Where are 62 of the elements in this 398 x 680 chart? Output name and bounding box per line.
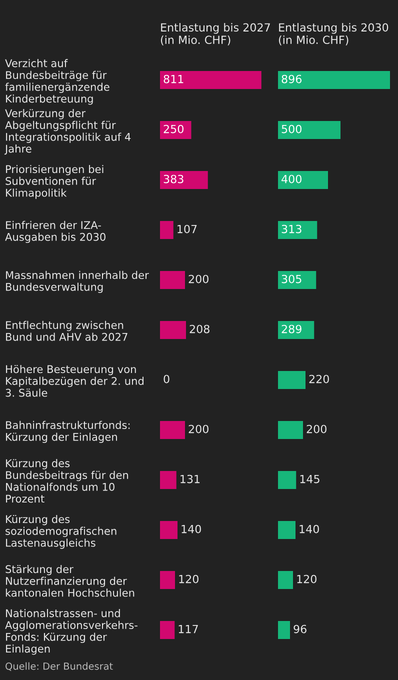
bar: [160, 121, 192, 139]
chart-title: Entlastung bis 2030 (in Mio. CHF): [278, 23, 388, 46]
bar: [278, 121, 340, 139]
data-label: 305: [282, 274, 302, 284]
bar: [160, 521, 178, 539]
data-label: 250: [164, 124, 184, 134]
bar: [160, 471, 176, 489]
bar: [160, 571, 175, 589]
data-label: 120: [297, 574, 316, 584]
y-tick-label: Entflechtung zwischen Bund und AHV ab 2027: [6, 320, 128, 341]
y-tick-label: Kürzung des soziodemografischen Lastenausgleichs: [6, 514, 116, 549]
bar: [278, 171, 328, 189]
data-label: 96: [294, 624, 306, 634]
bar: [278, 621, 290, 639]
y-tick-label: Stärkung der Nutzerfinanzierung der kantonalen Hochschulen: [6, 564, 134, 597]
bar: [278, 71, 390, 89]
data-label: 200: [188, 274, 208, 284]
y-tick-label: Einfrieren der IZA- Ausgaben bis 2030: [5, 220, 106, 243]
bar: [278, 221, 318, 239]
bar: [160, 421, 185, 439]
data-label: 0: [164, 374, 170, 384]
bar: [160, 321, 186, 339]
data-label: 220: [309, 374, 329, 384]
y-tick-label: Bahninfrastrukturfonds: Kürzung der Einlagen: [6, 420, 130, 443]
data-label: 200: [188, 424, 208, 434]
bar: [160, 171, 208, 189]
data-label: 140: [300, 524, 319, 534]
bar: [160, 221, 174, 239]
bar: [278, 421, 303, 439]
y-tick-label: Verzicht auf Bundesbeiträge für familienergänzende Kinderbetreuung: [5, 59, 110, 105]
y-tick-label: Kürzung des Bundesbeitrags für den Nationalfonds um 10 Prozent: [6, 459, 128, 503]
y-tick-label: Massnahmen innerhalb der Bundesverwaltung: [6, 270, 149, 293]
data-label: 145: [300, 474, 320, 484]
bar: [278, 471, 296, 489]
data-label: 107: [178, 224, 197, 234]
data-label: 383: [164, 174, 184, 184]
data-label: 289: [282, 324, 302, 334]
data-label: 208: [190, 324, 210, 334]
bar: [278, 521, 296, 539]
chart-title: Entlastung bis 2027 (in Mio. CHF): [160, 23, 270, 46]
data-label: 313: [282, 224, 302, 234]
source-note: Quelle: Der Bundesrat: [6, 662, 113, 671]
data-label: 400: [282, 174, 302, 184]
data-label: 896: [282, 74, 302, 84]
bar: [160, 621, 175, 639]
bar: [278, 571, 293, 589]
data-label: 500: [282, 124, 302, 134]
bar: [278, 271, 316, 289]
data-label: 131: [180, 474, 200, 484]
bar: [278, 321, 314, 339]
y-tick-label: Priorisierungen bei Subventionen für Klimapolitik: [6, 164, 104, 199]
bar: [160, 71, 262, 89]
data-label: 200: [306, 424, 326, 434]
data-label: 120: [179, 574, 198, 584]
y-tick-label: Verkürzung der Abgeltungspflicht für Integrationspolitik auf 4 Jahre: [4, 109, 131, 155]
data-label: 811: [164, 74, 184, 84]
y-tick-label: Nationalstrassen- und Agglomerationsverkehrs- Fonds: Kürzung der Einlagen: [5, 609, 138, 655]
bar: [160, 271, 185, 289]
bar: [278, 371, 306, 389]
y-tick-label: Höhere Besteuerung von Kapitalbezügen der 2. und 3. Säule: [6, 364, 144, 397]
data-label: 140: [182, 524, 201, 534]
data-label: 117: [178, 624, 198, 634]
